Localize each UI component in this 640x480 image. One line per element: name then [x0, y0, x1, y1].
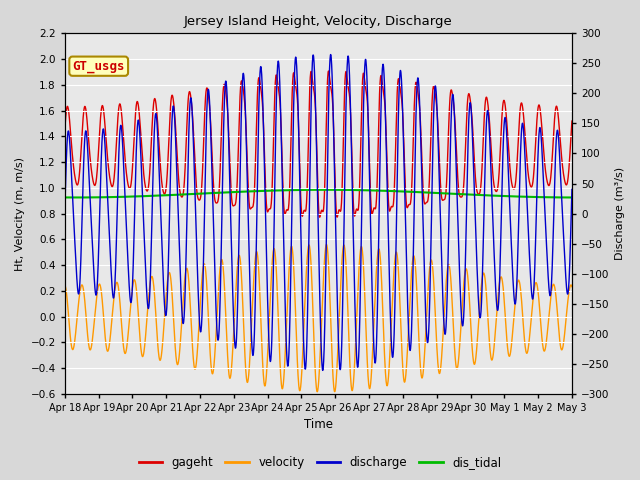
Line: gageht: gageht [65, 71, 572, 217]
gageht [466, 94, 474, 99]
velocity [568, 284, 576, 289]
discharge [524, 211, 531, 217]
dis_tidal [72, 194, 80, 200]
discharge [319, 368, 326, 373]
gageht [324, 68, 332, 74]
Y-axis label: Discharge (m³/s): Discharge (m³/s) [615, 167, 625, 260]
velocity [466, 303, 474, 309]
discharge [327, 52, 335, 58]
discharge [202, 127, 210, 133]
gageht [538, 122, 545, 128]
discharge [344, 53, 352, 59]
gageht [344, 84, 352, 90]
dis_tidal [524, 194, 531, 200]
discharge [538, 141, 545, 147]
gageht [61, 127, 68, 132]
gageht [524, 165, 531, 170]
Y-axis label: Ht, Velocity (m, m/s): Ht, Velocity (m, m/s) [15, 156, 25, 271]
Text: GT_usgs: GT_usgs [72, 60, 125, 72]
gageht [568, 118, 576, 124]
Line: velocity: velocity [65, 244, 572, 392]
dis_tidal [61, 194, 68, 200]
velocity [331, 389, 339, 395]
Line: dis_tidal: dis_tidal [65, 190, 572, 197]
X-axis label: Time: Time [304, 419, 333, 432]
velocity [333, 363, 341, 369]
Title: Jersey Island Height, Velocity, Discharge: Jersey Island Height, Velocity, Discharg… [184, 15, 452, 28]
velocity [538, 332, 545, 337]
dis_tidal [333, 187, 341, 192]
velocity [524, 349, 531, 355]
dis_tidal [321, 187, 329, 192]
gageht [333, 214, 341, 220]
dis_tidal [344, 187, 352, 193]
discharge [466, 102, 474, 108]
dis_tidal [568, 194, 576, 200]
gageht [202, 87, 210, 93]
dis_tidal [466, 192, 474, 197]
velocity [61, 282, 68, 288]
velocity [202, 275, 210, 280]
dis_tidal [203, 191, 211, 196]
velocity [344, 314, 352, 320]
discharge [333, 286, 341, 292]
gageht [316, 214, 323, 220]
Legend: gageht, velocity, discharge, dis_tidal: gageht, velocity, discharge, dis_tidal [134, 452, 506, 474]
discharge [61, 207, 68, 213]
velocity [323, 241, 330, 247]
discharge [568, 186, 576, 192]
Line: discharge: discharge [65, 55, 572, 371]
dis_tidal [538, 194, 545, 200]
